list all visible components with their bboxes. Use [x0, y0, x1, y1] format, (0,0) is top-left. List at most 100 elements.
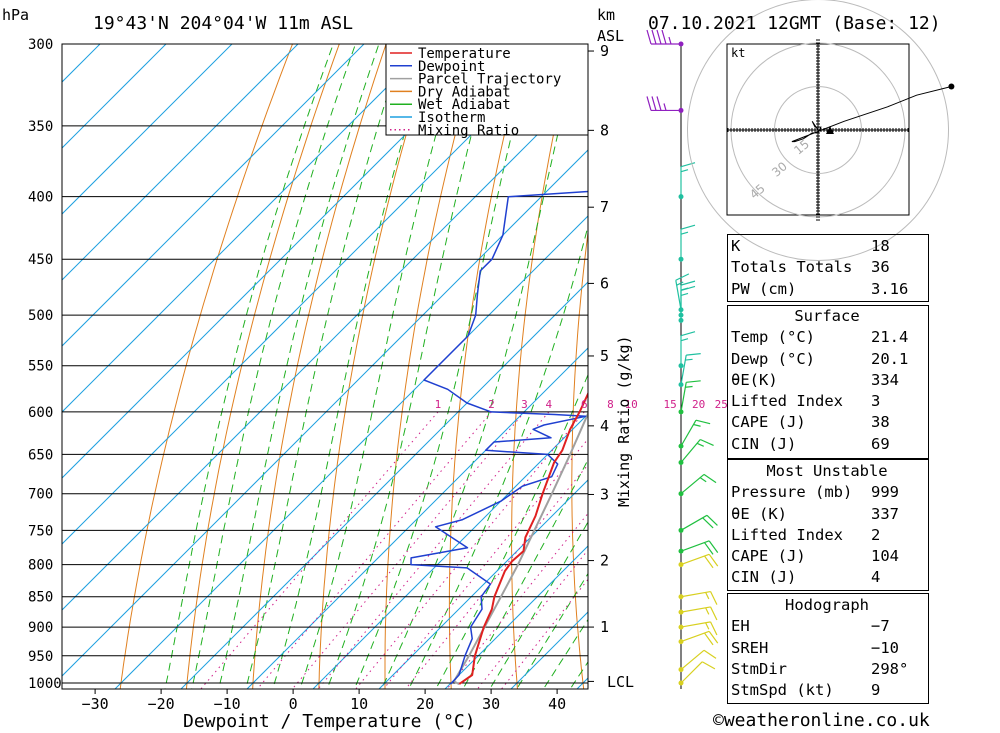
wind-barb-flag: [695, 419, 711, 425]
wind-level-dot: [678, 317, 684, 323]
dry-adiabat-line: [571, 228, 588, 689]
table-row: Lifted Index 3: [727, 391, 927, 412]
wet-adiabat-line: [435, 373, 588, 689]
wind-level-dot: [678, 382, 684, 388]
wind-level-dot: [678, 639, 684, 645]
km-tick-label: 9: [600, 42, 609, 60]
table-row: Dewp (°C) 20.1: [727, 349, 927, 370]
surface-label: CIN (J): [731, 434, 797, 453]
table-row: Pressure (mb) 999: [727, 482, 927, 503]
hodograph-trace: [791, 86, 952, 143]
mixing-ratio-label: 25: [715, 398, 728, 411]
wind-barb: [678, 621, 718, 636]
isotherm-line: [62, 44, 299, 281]
km-tick-label: 7: [600, 198, 609, 216]
table-row: θE(K) 334: [727, 370, 927, 391]
wind-barb: [678, 540, 719, 555]
pressure-tick-label: 350: [28, 119, 53, 135]
wind-barb-half: [696, 442, 704, 447]
wind-level-dot: [678, 307, 684, 313]
km-tick-label: 6: [600, 274, 609, 292]
mu-value: 4: [871, 568, 881, 587]
indices-box: [727, 234, 929, 302]
mixing-ratio-line: [291, 411, 525, 689]
lcl-label: LCL: [607, 673, 634, 691]
mixing-ratio-line: [446, 512, 588, 689]
dry-adiabat-line: [994, 44, 1000, 709]
mixing-ratio-label: 2: [488, 398, 495, 411]
dry-adiabat-line: [318, 44, 434, 689]
wind-barb-flag: [703, 473, 717, 484]
surface-value: 38: [871, 413, 890, 432]
dry-adiabat-line: [448, 44, 527, 689]
mu-value: 337: [871, 504, 899, 523]
pressure-tick-label: 450: [28, 252, 53, 268]
hodo-label: EH: [731, 617, 750, 636]
wind-level-dot: [678, 491, 684, 497]
dry-adiabat-line: [946, 44, 1000, 709]
wind-barb-half: [693, 423, 701, 427]
surface-label: θE(K): [731, 370, 778, 389]
x-tick-label: 10: [350, 695, 368, 713]
wind-barb: [678, 380, 701, 415]
credit-link[interactable]: ©weatheronline.co.uk: [713, 710, 930, 731]
mixing-ratio-label: 15: [663, 398, 676, 411]
wind-barb-flag: [700, 438, 714, 446]
dry-adiabat-line: [384, 44, 481, 689]
wind-barb: [646, 96, 684, 113]
wind-barb-flag: [702, 517, 714, 529]
wind-barb: [678, 649, 717, 673]
pressure-tick-label: 650: [28, 447, 53, 463]
wind-barb: [678, 514, 718, 533]
wind-barb-staff: [680, 661, 703, 684]
wet-adiabat-line: [381, 44, 580, 689]
mixing-ratio-label: 10: [625, 398, 638, 411]
mu-value: 104: [871, 547, 899, 566]
wet-adiabat-line: [408, 224, 588, 689]
pressure-tick-label: 950: [28, 649, 53, 665]
pressure-tick-label: 400: [28, 190, 53, 206]
surface-value: 20.1: [871, 349, 909, 368]
wind-barb-half: [680, 169, 689, 173]
pressure-tick-label: 750: [28, 523, 53, 539]
wind-barb-staff: [680, 649, 705, 671]
isotherm-line: [0, 44, 34, 709]
table-row: Totals Totals 36: [727, 257, 927, 278]
table-row: EH −7: [727, 616, 927, 637]
wind-barb-flag: [710, 621, 718, 636]
wind-barb-half: [685, 385, 693, 388]
wind-barb-flag: [704, 632, 714, 646]
isotherm-line: [378, 479, 588, 689]
table-row: K 18: [727, 236, 927, 257]
x-tick-label: 30: [482, 695, 500, 713]
legend-label: Parcel Trajectory: [418, 72, 561, 88]
indices-value: 18: [871, 237, 890, 255]
wind-barb-flag: [710, 606, 718, 621]
isotherm-line: [62, 44, 101, 83]
surface-box: [727, 305, 929, 459]
surface-label: Lifted Index: [731, 392, 843, 411]
wind-barb-half: [680, 292, 689, 296]
legend-label: Dewpoint: [418, 59, 485, 75]
wind-barb-flag: [706, 514, 718, 526]
wind-barb: [678, 162, 696, 200]
datetime: 07.10.2021 12GMT (Base: 12): [648, 13, 941, 34]
dry-adiabat-line: [119, 44, 293, 689]
wind-barb-flag: [704, 542, 714, 555]
hodograph-ring: [687, 0, 949, 261]
indices-label: K: [731, 237, 741, 255]
hodo-label: SREH: [731, 638, 769, 657]
wind-barb-flag: [675, 273, 690, 281]
table-row: SREH −10: [727, 638, 927, 659]
wind-barb-flag: [680, 280, 696, 286]
wind-barb-flag: [708, 553, 719, 567]
table-row: PW (cm) 3.16: [727, 279, 927, 300]
isotherm-line: [62, 44, 365, 347]
wind-barb-half: [685, 358, 693, 361]
mixing-ratio-label: 1: [435, 398, 442, 411]
height-unit-asl: ASL: [597, 27, 624, 45]
mu-label: Lifted Index: [731, 525, 843, 544]
